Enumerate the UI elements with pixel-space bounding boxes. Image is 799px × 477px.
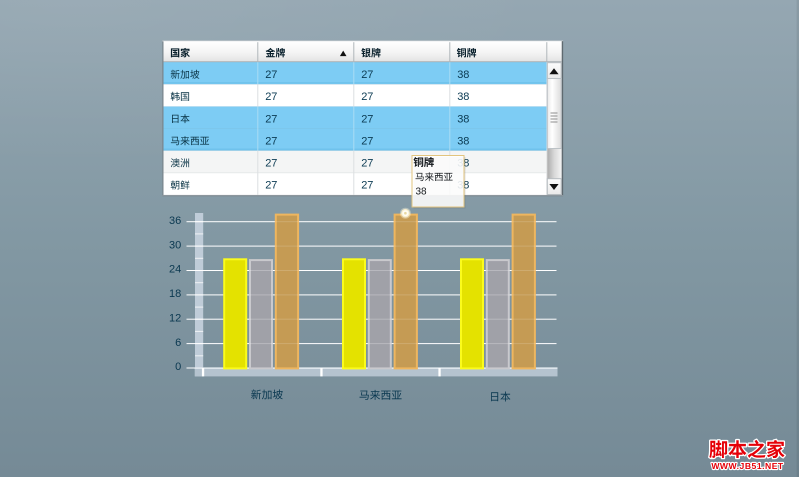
svg-text:30: 30 bbox=[169, 239, 181, 251]
svg-text:18: 18 bbox=[169, 288, 181, 300]
svg-text:38: 38 bbox=[416, 187, 428, 198]
svg-text:36: 36 bbox=[169, 215, 181, 227]
svg-text:27: 27 bbox=[361, 91, 373, 103]
svg-text:27: 27 bbox=[265, 91, 277, 103]
svg-text:27: 27 bbox=[265, 113, 277, 125]
svg-text:24: 24 bbox=[169, 264, 181, 276]
svg-text:27: 27 bbox=[361, 113, 373, 125]
svg-text:0: 0 bbox=[175, 361, 181, 373]
svg-text:27: 27 bbox=[361, 135, 373, 147]
svg-text:27: 27 bbox=[361, 180, 373, 192]
svg-text:27: 27 bbox=[265, 135, 277, 147]
svg-text:38: 38 bbox=[457, 135, 469, 147]
svg-text:27: 27 bbox=[265, 180, 277, 192]
svg-text:38: 38 bbox=[457, 91, 469, 103]
svg-text:27: 27 bbox=[361, 158, 373, 170]
svg-text:27: 27 bbox=[361, 69, 373, 81]
svg-text:WWW.JB51.NET: WWW.JB51.NET bbox=[711, 461, 784, 471]
svg-text:27: 27 bbox=[265, 158, 277, 170]
svg-text:12: 12 bbox=[169, 312, 181, 324]
svg-text:38: 38 bbox=[457, 113, 469, 125]
svg-text:38: 38 bbox=[457, 69, 469, 81]
svg-text:6: 6 bbox=[175, 337, 181, 349]
svg-text:27: 27 bbox=[265, 69, 277, 81]
